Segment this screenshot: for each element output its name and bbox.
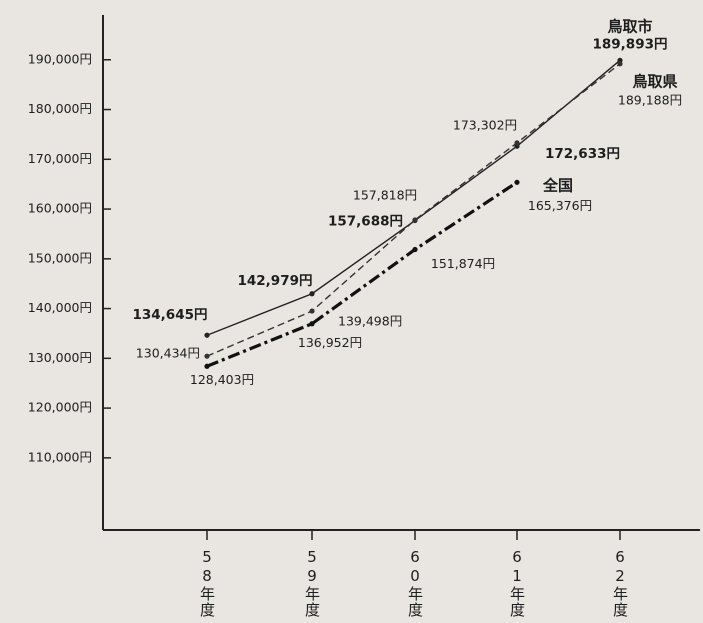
data-label: 134,645円 <box>133 307 208 323</box>
point <box>204 353 210 359</box>
series-name: 鳥取市 <box>607 18 652 36</box>
y-tick-label: 120,000円 <box>28 400 92 415</box>
data-label: 189,893円 <box>593 36 668 52</box>
point <box>204 363 210 369</box>
data-label: 189,188円 <box>618 92 682 107</box>
y-tick-label: 170,000円 <box>28 151 92 166</box>
point <box>412 217 418 223</box>
data-label: 142,979円 <box>238 273 313 289</box>
point <box>204 332 210 338</box>
y-tick-label: 190,000円 <box>28 51 92 66</box>
x-tick-label: 62年度 <box>611 548 629 618</box>
y-tick-label: 180,000円 <box>28 101 92 116</box>
data-label: 172,633円 <box>545 146 620 162</box>
x-tick-label: 61年度 <box>508 548 526 618</box>
data-label: 139,498円 <box>338 314 402 329</box>
series-name: 鳥取県 <box>632 73 677 91</box>
point <box>412 246 418 253</box>
y-tick-label: 110,000円 <box>28 449 92 464</box>
data-label: 165,376円 <box>528 198 592 213</box>
x-tick-label: 58年度 <box>198 548 216 618</box>
series-name: 全国 <box>542 177 573 195</box>
series-line <box>206 180 518 368</box>
y-tick-label: 140,000円 <box>28 300 92 315</box>
x-tick-label: 60年度 <box>406 548 424 618</box>
y-tick-label: 150,000円 <box>28 250 92 265</box>
data-label: 157,818円 <box>353 187 417 202</box>
data-label: 136,952円 <box>298 335 362 350</box>
point <box>309 321 315 327</box>
y-tick-label: 130,000円 <box>28 350 92 365</box>
data-label: 130,434円 <box>136 346 200 361</box>
data-label: 151,874円 <box>431 256 495 271</box>
x-tick-label: 59年度 <box>303 548 321 618</box>
y-tick-label: 160,000円 <box>28 201 92 216</box>
point <box>514 140 520 146</box>
data-label: 128,403円 <box>190 372 254 387</box>
data-label: 173,302円 <box>453 117 517 132</box>
point <box>309 308 315 314</box>
series-line <box>206 63 621 357</box>
point <box>514 179 520 185</box>
point <box>617 61 623 67</box>
point <box>309 291 315 297</box>
data-label: 157,688円 <box>328 214 403 230</box>
